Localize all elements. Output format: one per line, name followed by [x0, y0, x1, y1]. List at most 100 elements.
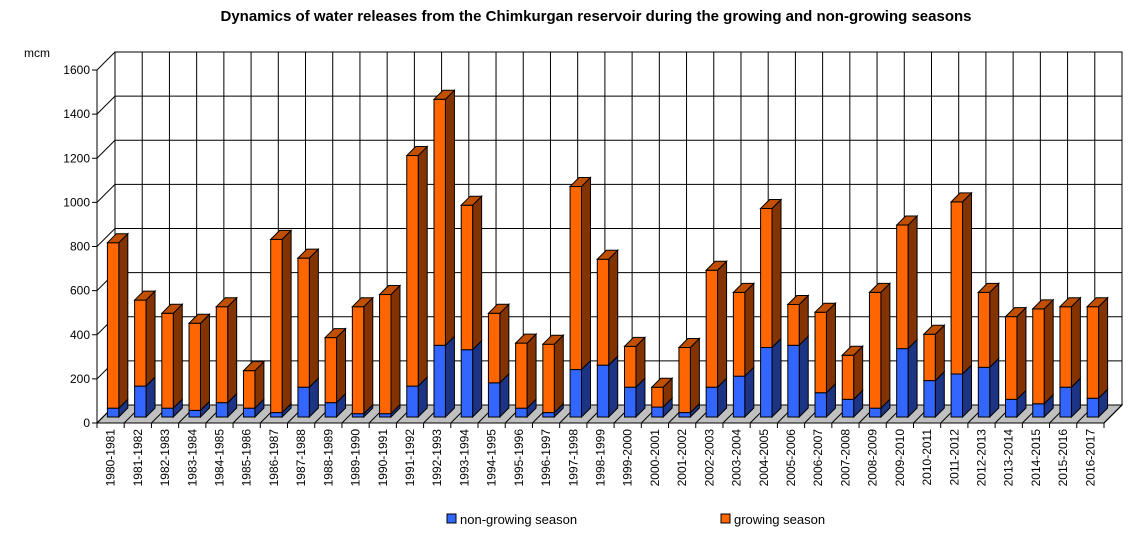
- y-tick-label: 1600: [63, 63, 90, 77]
- bar-top: [677, 338, 701, 349]
- side-wall-gridline: [96, 139, 116, 159]
- bar-top: [1058, 297, 1082, 308]
- bar-non-growing: [678, 412, 691, 418]
- bar-growing-side: [390, 284, 401, 415]
- bar-growing-side: [717, 260, 728, 389]
- bar-growing-side: [962, 191, 973, 376]
- bar-stack: [977, 282, 1000, 419]
- bar-non-growing: [950, 373, 964, 418]
- bar-growing: [515, 342, 528, 409]
- bar-growing: [1032, 308, 1045, 405]
- bar-stack: [949, 191, 973, 419]
- bar-stack: [323, 327, 347, 419]
- x-tick-label: 1996-1997: [539, 429, 553, 487]
- x-tick-label: 1995-1996: [512, 429, 526, 487]
- bar-non-growing: [977, 366, 991, 418]
- bar-non-growing-side: [444, 335, 455, 419]
- bar-growing-side: [227, 296, 238, 404]
- bar-non-growing: [1005, 398, 1018, 418]
- bar-stack: [215, 296, 238, 419]
- bar-stack: [1031, 298, 1055, 419]
- y-tick-label: 200: [70, 372, 90, 386]
- bar-non-growing-side: [798, 335, 809, 419]
- bar-non-growing: [1032, 403, 1045, 418]
- bar-top: [351, 297, 374, 308]
- bar-growing: [379, 294, 392, 415]
- bar-top: [813, 302, 837, 313]
- bar-non-growing: [487, 382, 501, 418]
- bar-top: [949, 192, 973, 203]
- bar-growing-side: [1016, 306, 1027, 401]
- x-tick-label: 1983-1984: [185, 429, 199, 487]
- x-tick-label: 1980-1981: [104, 429, 118, 487]
- bar-non-growing: [596, 364, 610, 418]
- bar-stack: [568, 176, 592, 419]
- bar-top: [378, 285, 402, 296]
- y-tick-label: 600: [70, 284, 90, 298]
- bar-non-growing: [760, 347, 773, 418]
- bar-non-growing: [787, 344, 800, 418]
- bar-growing-side: [608, 249, 619, 367]
- bar-top: [786, 294, 810, 305]
- bar-growing-side: [553, 333, 564, 414]
- bar-growing: [161, 312, 174, 409]
- bar-growing: [814, 311, 827, 394]
- bar-growing: [351, 306, 365, 415]
- bar-top: [732, 282, 756, 293]
- x-tick-label: 1998-1999: [594, 429, 608, 487]
- bar-stack: [813, 301, 837, 419]
- bar-non-growing: [841, 398, 855, 418]
- x-tick-label: 2011-2012: [947, 429, 961, 486]
- bar-non-growing: [868, 407, 882, 418]
- x-tick-label: 2007-2008: [838, 429, 852, 487]
- bar-growing: [569, 185, 582, 371]
- side-wall-gridline: [96, 95, 116, 115]
- bar-growing: [596, 258, 610, 366]
- bar-non-growing-side: [608, 354, 619, 419]
- x-tick-label: 1986-1987: [267, 429, 281, 487]
- bar-stack: [868, 282, 892, 419]
- x-tick-label: 2013-2014: [1002, 429, 1016, 487]
- x-tick-label: 2014-2015: [1029, 429, 1043, 487]
- bar-non-growing: [515, 407, 528, 418]
- bar-growing: [787, 303, 800, 346]
- bar-growing-side: [689, 337, 700, 414]
- bar-non-growing: [297, 386, 310, 418]
- bar-stack: [160, 303, 184, 419]
- bar-non-growing: [188, 409, 201, 418]
- bar-top: [487, 303, 511, 314]
- x-tick-label: 2012-2013: [975, 429, 989, 487]
- bars: [106, 89, 1109, 419]
- bar-top: [868, 282, 892, 293]
- bar-non-growing: [161, 407, 174, 418]
- y-tick-label: 1000: [63, 195, 90, 209]
- bar-stack: [487, 303, 511, 419]
- bar-growing: [106, 242, 120, 409]
- bar-non-growing-side: [472, 339, 483, 419]
- bar-top: [269, 229, 293, 240]
- bar-growing-side: [825, 301, 836, 394]
- bar-growing-side: [145, 289, 156, 388]
- bar-growing: [134, 299, 147, 387]
- floor-right-edge: [1103, 404, 1123, 424]
- bar-stack: [623, 336, 647, 419]
- bar-stack: [786, 294, 810, 419]
- bar-growing: [242, 370, 256, 409]
- bar-non-growing: [242, 407, 256, 418]
- bar-stack: [296, 247, 320, 419]
- bar-non-growing: [896, 348, 909, 418]
- x-tick-label: 1984-1985: [212, 429, 226, 487]
- bar-growing-side: [336, 327, 347, 404]
- bar-top: [1085, 297, 1109, 308]
- bar-non-growing: [433, 344, 446, 418]
- bar-growing: [1086, 306, 1100, 399]
- bar-growing-side: [172, 303, 183, 410]
- legend-item-non-growing: non-growing season: [446, 512, 577, 527]
- bar-non-growing-side: [580, 359, 591, 419]
- bar-growing-side: [1043, 298, 1054, 405]
- legend-swatch-growing: [720, 513, 731, 524]
- bar-non-growing-side: [771, 337, 782, 419]
- bar-non-growing: [542, 412, 555, 418]
- bar-growing: [188, 322, 201, 411]
- bar-growing: [215, 306, 229, 404]
